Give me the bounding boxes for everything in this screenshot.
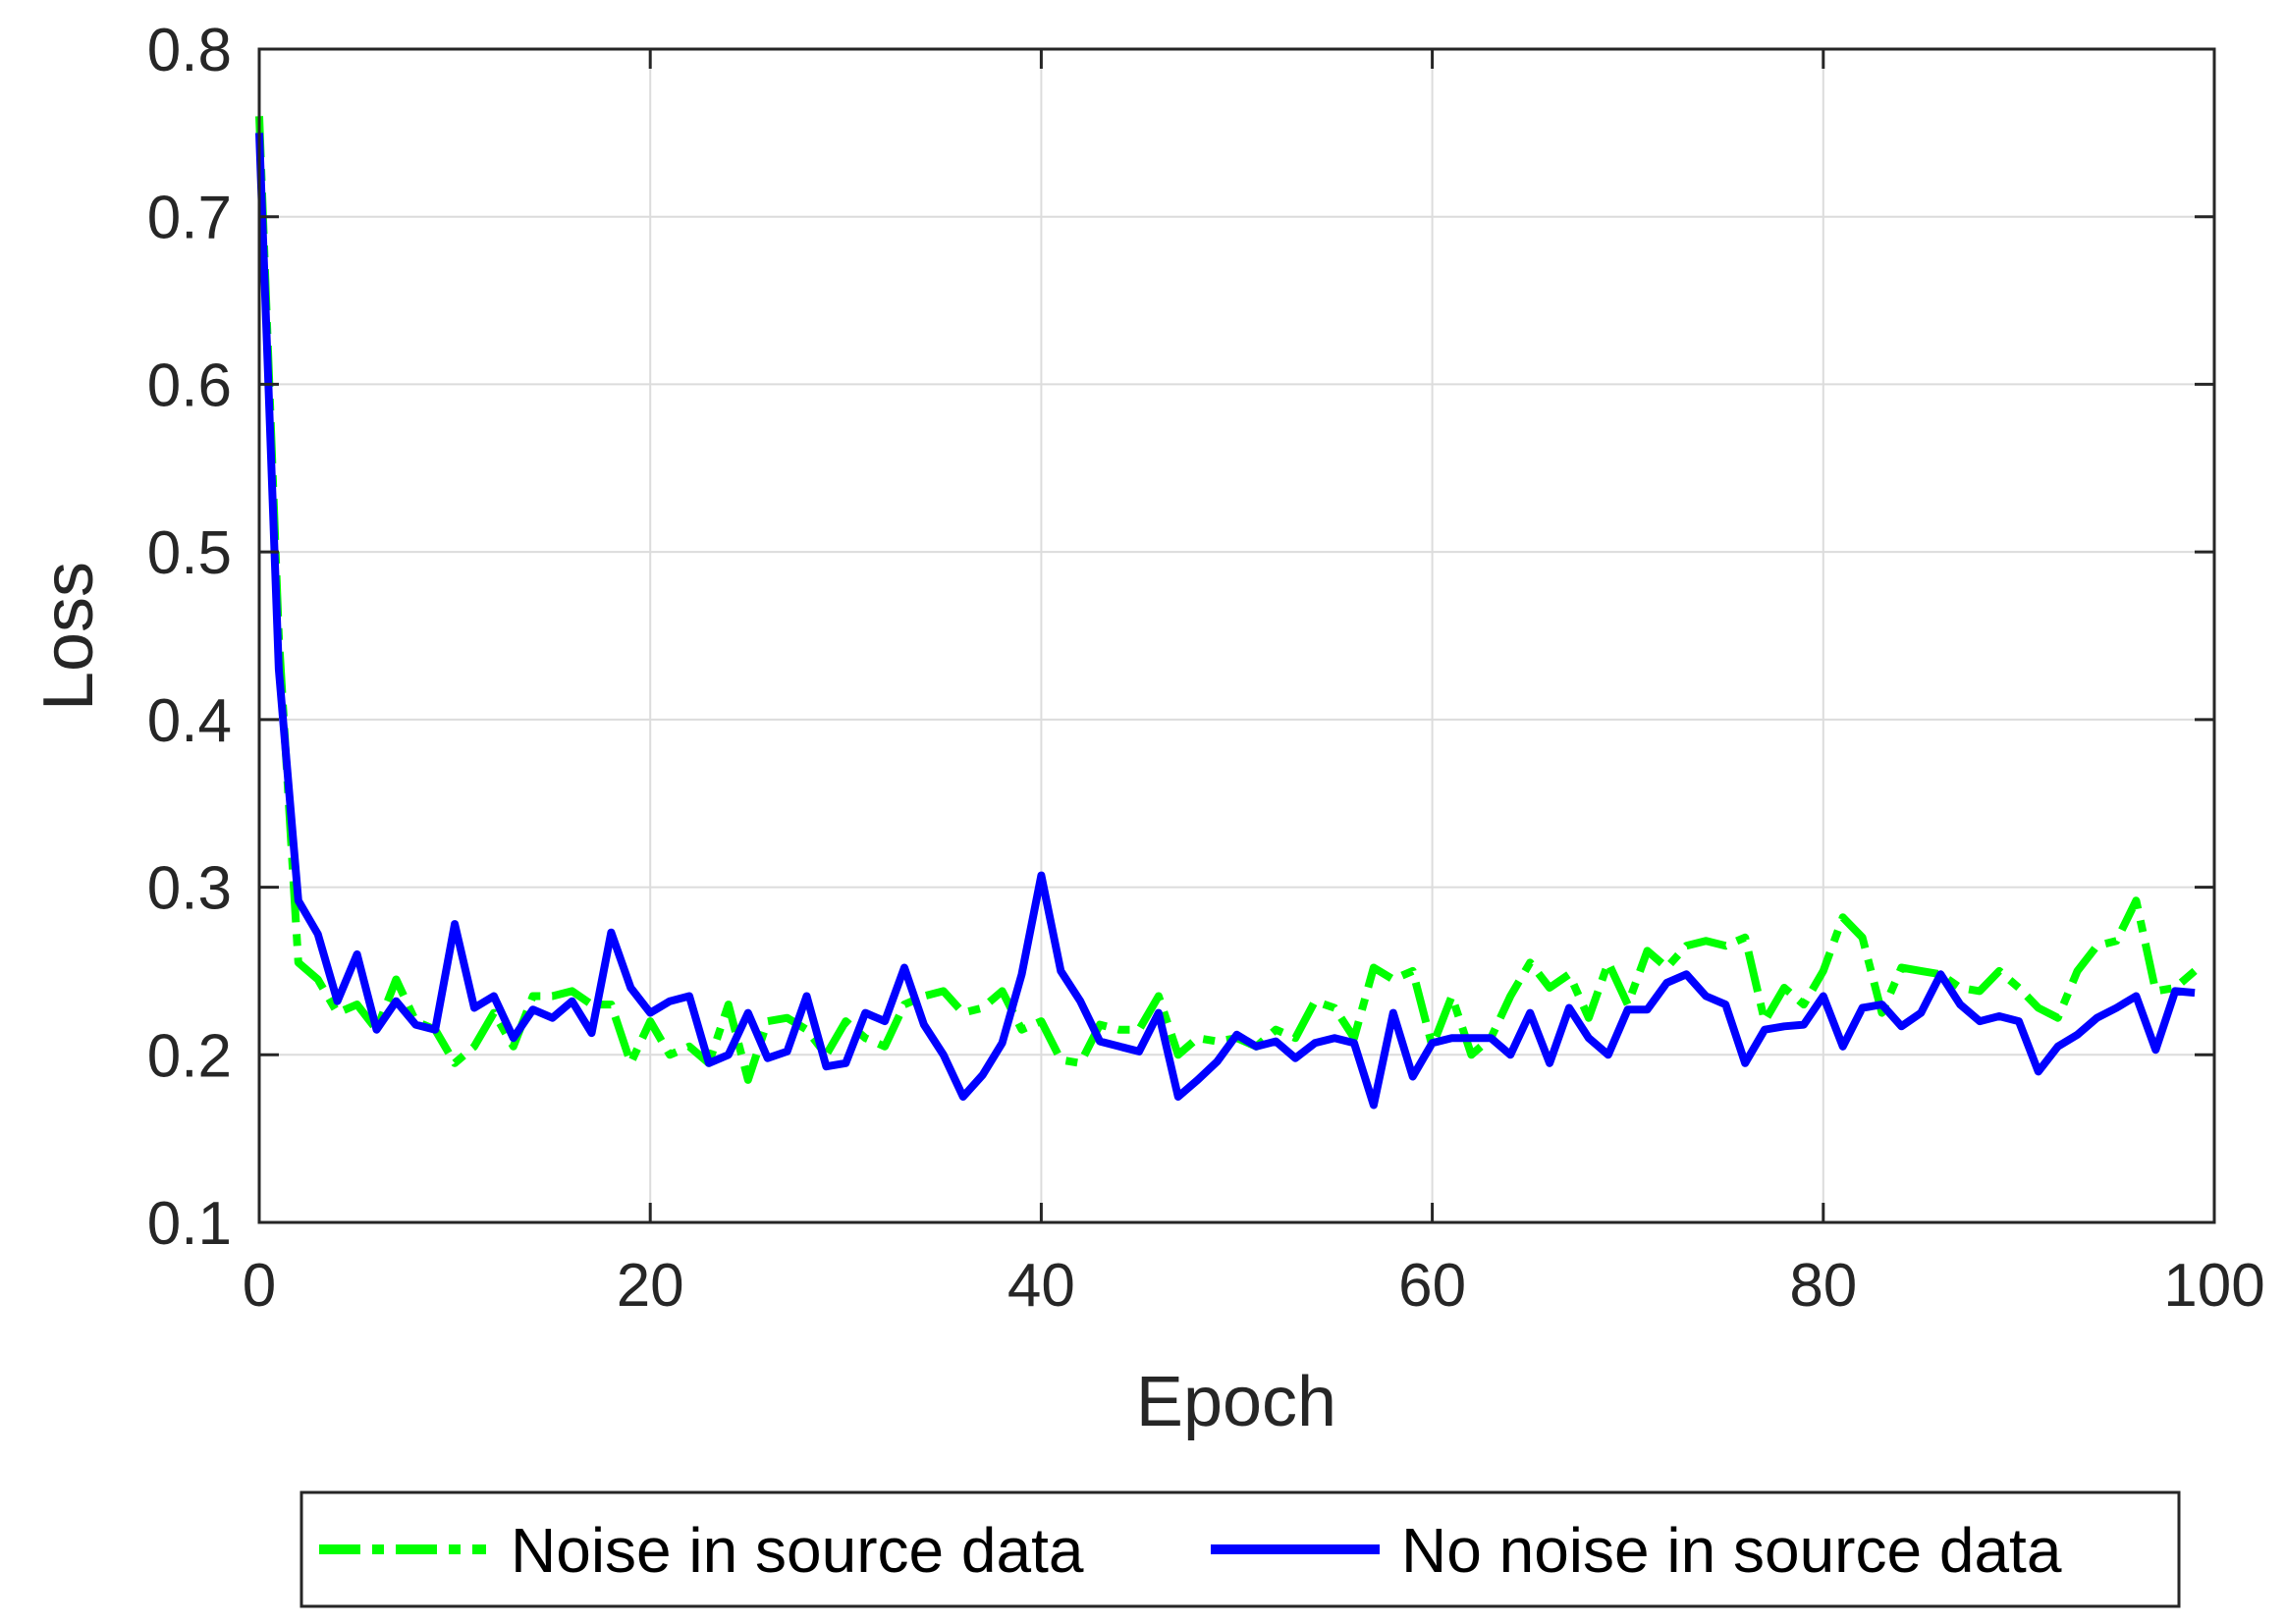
- tick-labels: 0 20 40 60 80 100 0.1 0.2 0.3 0.4 0.5 0.6 0.7 0.8: [147, 17, 2265, 1320]
- legend-label-no-noise: No noise in source data: [1401, 1515, 2062, 1586]
- x-tick-label: 60: [1398, 1252, 1466, 1320]
- series-line-no-noise: [255, 133, 2196, 1110]
- y-tick-label: 0.4: [147, 687, 232, 755]
- y-tick-label: 0.1: [147, 1190, 232, 1258]
- x-axis-label: Epoch: [1136, 1363, 1336, 1441]
- y-tick-label: 0.8: [147, 17, 232, 84]
- legend-label-noise: Noise in source data: [511, 1515, 1084, 1586]
- y-tick-label: 0.3: [147, 855, 232, 923]
- series-lines: [255, 116, 2198, 1110]
- x-tick-label: 100: [2163, 1252, 2264, 1320]
- x-tick-label: 0: [243, 1252, 276, 1320]
- y-tick-label: 0.6: [147, 352, 232, 419]
- x-tick-label: 20: [617, 1252, 684, 1320]
- axes-box: [257, 47, 2216, 1224]
- y-tick-label: 0.5: [147, 519, 232, 587]
- y-axis-label: Loss: [29, 562, 108, 711]
- y-tick-label: 0.7: [147, 185, 232, 252]
- series-line-noise: [255, 116, 2198, 1084]
- x-tick-label: 40: [1007, 1252, 1075, 1320]
- axis-ticks: [257, 47, 2216, 1224]
- grid-lines: [259, 49, 2214, 1222]
- x-tick-label: 80: [1789, 1252, 1857, 1320]
- y-tick-label: 0.2: [147, 1022, 232, 1090]
- legend: Noise in source data No noise in source …: [299, 1490, 2181, 1608]
